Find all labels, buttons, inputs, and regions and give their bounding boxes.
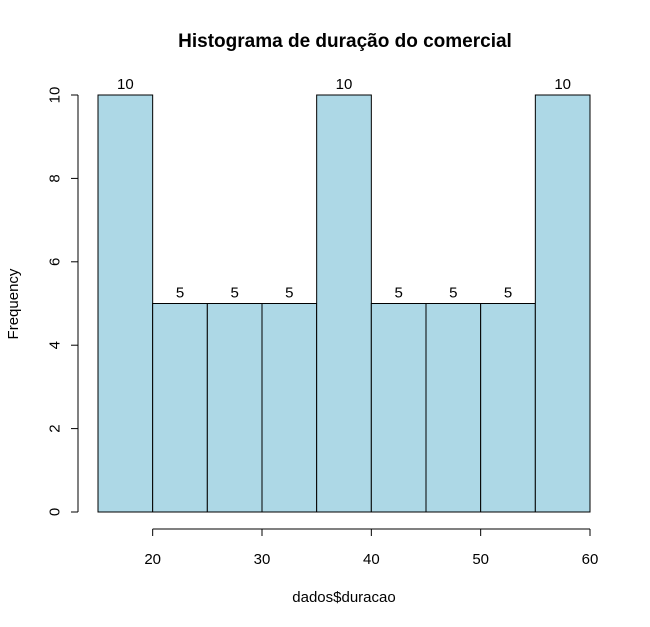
histogram-bar [425, 303, 482, 513]
bar-count-label: 10 [554, 76, 571, 93]
x-tick-label: 60 [582, 551, 599, 568]
y-tick-label: 2 [46, 424, 63, 432]
histogram-bar [480, 303, 536, 513]
bar-count-label: 5 [285, 285, 293, 302]
x-tick-label: 50 [472, 551, 489, 568]
bar-count-label: 5 [230, 285, 238, 302]
bar-count-label: 10 [117, 76, 134, 93]
bar-count-label: 5 [394, 285, 402, 302]
histogram-bar [316, 94, 372, 513]
bars-group [97, 94, 591, 513]
x-axis-label: dados$duracao [292, 589, 395, 606]
bar-count-label: 10 [336, 76, 353, 93]
y-tick-label: 6 [46, 258, 63, 266]
bar-count-label: 5 [449, 285, 457, 302]
y-tick-label: 10 [46, 87, 63, 104]
x-axis: 20 30 40 50 60 [144, 528, 599, 568]
histogram-bar [534, 94, 591, 513]
y-tick-label: 0 [46, 508, 63, 516]
histogram-bar [370, 303, 427, 513]
x-tick-label: 40 [363, 551, 380, 568]
bar-count-label: 5 [176, 285, 184, 302]
y-tick-label: 8 [46, 174, 63, 182]
y-tick-label: 4 [46, 341, 63, 349]
bar-count-label: 5 [504, 285, 512, 302]
x-tick-label: 20 [144, 551, 161, 568]
y-axis: 0 2 4 6 8 10 [46, 87, 79, 516]
x-tick-label: 30 [254, 551, 271, 568]
y-axis-label: Frequency [5, 268, 22, 339]
histogram-bar [152, 303, 208, 513]
bar-labels-group: 10 5 5 5 10 5 5 5 10 [117, 76, 571, 302]
histogram-bar [261, 303, 318, 513]
histogram-bar [97, 94, 154, 513]
histogram-bar [206, 303, 263, 513]
chart-title: Histograma de duração do comercial [178, 31, 512, 52]
